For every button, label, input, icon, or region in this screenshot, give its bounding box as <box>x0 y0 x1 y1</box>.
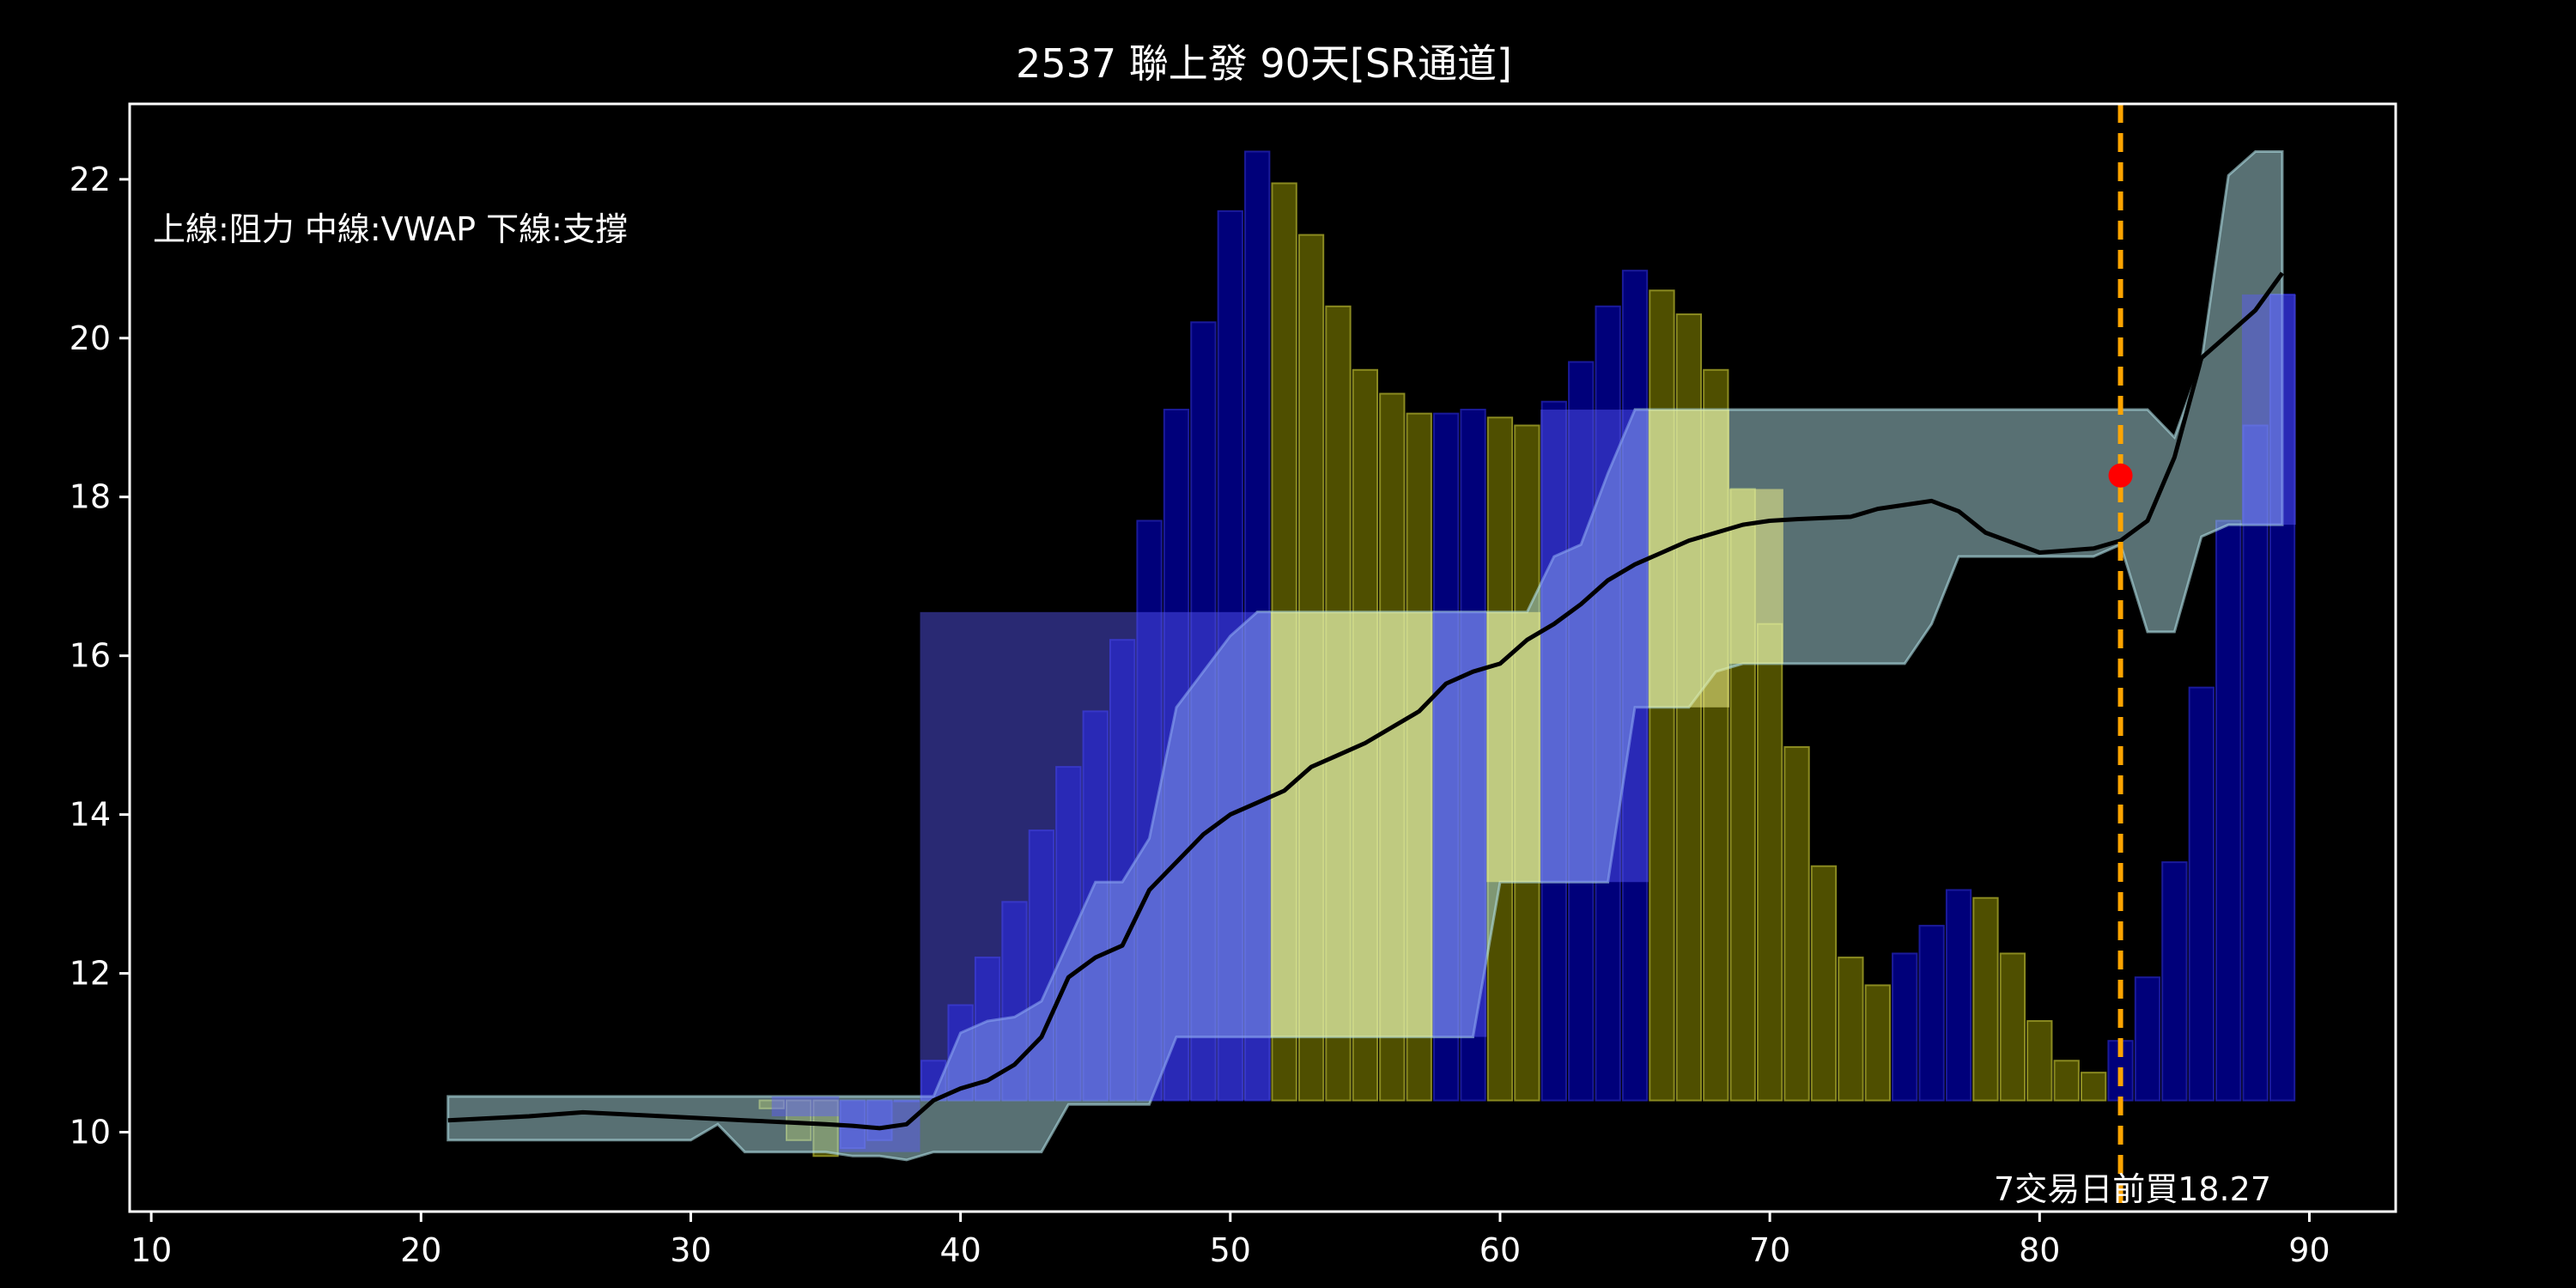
y-tick-label: 18 <box>70 478 111 516</box>
bar-down <box>1783 746 1810 1102</box>
axes-frame <box>128 102 2397 1213</box>
buy-signal-marker <box>2108 463 2133 488</box>
bar-up <box>2161 861 2188 1102</box>
channel-overlap-highlight <box>1729 489 1783 664</box>
bar-down <box>1999 952 2026 1102</box>
x-tick-label: 80 <box>2019 1231 2060 1269</box>
vwap-line <box>447 271 2285 1131</box>
plot-area <box>447 104 2296 1212</box>
channel-overlap-highlight <box>1432 611 1487 1037</box>
bar-down <box>1810 865 1838 1102</box>
buy-annotation: 7交易日前買18.27 <box>1994 1170 2271 1208</box>
x-tick-label: 70 <box>1749 1231 1790 1269</box>
x-tick-label: 10 <box>131 1231 172 1269</box>
channel-legend-note: 上線:阻力 中線:VWAP 下線:支撐 <box>153 210 628 248</box>
y-tick-label: 12 <box>70 955 111 993</box>
axis-ticks: 10 20 30 40 50 60 70 80 90 10 12 14 16 18 20 22 <box>70 161 2330 1269</box>
channel-overlap-highlight <box>1270 611 1433 1037</box>
x-tick-label: 60 <box>1479 1231 1521 1269</box>
bar-up <box>1945 889 1972 1102</box>
y-tick-label: 20 <box>70 319 111 357</box>
x-tick-label: 50 <box>1210 1231 1251 1269</box>
bar-up <box>1892 952 1918 1102</box>
y-tick-label: 10 <box>70 1114 111 1151</box>
bar-up <box>2242 424 2269 1102</box>
bar-down <box>2053 1060 2080 1102</box>
channel-overlap-highlight <box>771 1096 840 1117</box>
x-tick-label: 90 <box>2288 1231 2330 1269</box>
x-tick-label: 40 <box>939 1231 981 1269</box>
channel-overlap-highlight <box>1648 410 1730 708</box>
chart-title: 2537 聯上發 90天[SR通道] <box>1016 40 1512 87</box>
channel-overlap-highlight <box>920 611 1271 1101</box>
channel-overlap-highlight <box>1540 410 1649 883</box>
y-tick-label: 14 <box>70 796 111 834</box>
y-tick-label: 22 <box>70 161 111 198</box>
bar-down <box>2026 1020 2053 1102</box>
bar-down <box>1838 957 1864 1102</box>
channel-overlap-highlight <box>1486 611 1541 883</box>
channel-overlap-highlight <box>2241 294 2296 526</box>
bar-down <box>2080 1072 2107 1102</box>
bar-up <box>2134 976 2161 1102</box>
x-tick-label: 30 <box>670 1231 711 1269</box>
bar-up <box>1918 925 1945 1102</box>
y-tick-label: 16 <box>70 637 111 675</box>
bar-down <box>1972 896 1999 1102</box>
bar-down <box>1864 984 1891 1102</box>
bar-up <box>2215 519 2242 1102</box>
x-tick-label: 20 <box>400 1231 441 1269</box>
bar-up <box>2188 686 2215 1102</box>
bar-down <box>1756 623 1783 1102</box>
